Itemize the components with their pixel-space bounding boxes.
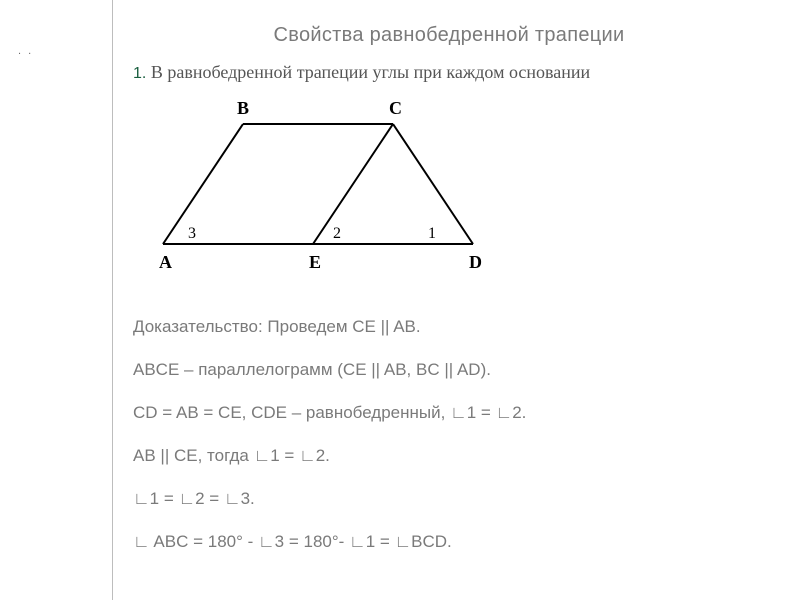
left-rule — [112, 0, 113, 600]
figure-lines — [163, 124, 473, 244]
figure-angle-labels: 3 2 1 — [188, 225, 436, 242]
proof-line: ∟ ABC = 180° - ∟3 = 180°- ∟1 = ∟BCD. — [133, 533, 750, 550]
proof-block: Доказательство: Проведем CE || AB. ABCE … — [133, 318, 750, 576]
page: . . Свойства равнобедренной трапеции 1. … — [0, 0, 800, 600]
statement-line: 1. В равнобедренной трапеции углы при ка… — [133, 62, 765, 83]
svg-text:C: C — [389, 98, 402, 118]
trapezoid-figure: A B C D E 3 2 1 — [133, 94, 493, 274]
proof-line: ABCE – параллелограмм (CE || AB, BC || A… — [133, 361, 750, 378]
proof-line: AB || CE, тогда ∟1 = ∟2. — [133, 447, 750, 464]
svg-text:2: 2 — [333, 225, 341, 242]
content-area: Свойства равнобедренной трапеции 1. В ра… — [128, 0, 770, 600]
trapezoid-svg: A B C D E 3 2 1 — [133, 94, 493, 274]
svg-text:D: D — [469, 252, 482, 272]
proof-line: Доказательство: Проведем CE || AB. — [133, 318, 750, 335]
svg-text:E: E — [309, 252, 321, 272]
proof-line: ∟1 = ∟2 = ∟3. — [133, 490, 750, 507]
page-title: Свойства равнобедренной трапеции — [128, 24, 770, 47]
svg-text:A: A — [159, 252, 172, 272]
statement-number: 1. — [133, 65, 146, 82]
proof-line: CD = AB = CE, CDE – равнобедренный, ∟1 =… — [133, 404, 750, 421]
left-margin-tick: . . — [18, 45, 33, 57]
svg-text:B: B — [237, 98, 249, 118]
svg-text:1: 1 — [428, 225, 436, 242]
svg-text:3: 3 — [188, 225, 196, 242]
statement-text: В равнобедренной трапеции углы при каждо… — [146, 62, 590, 82]
